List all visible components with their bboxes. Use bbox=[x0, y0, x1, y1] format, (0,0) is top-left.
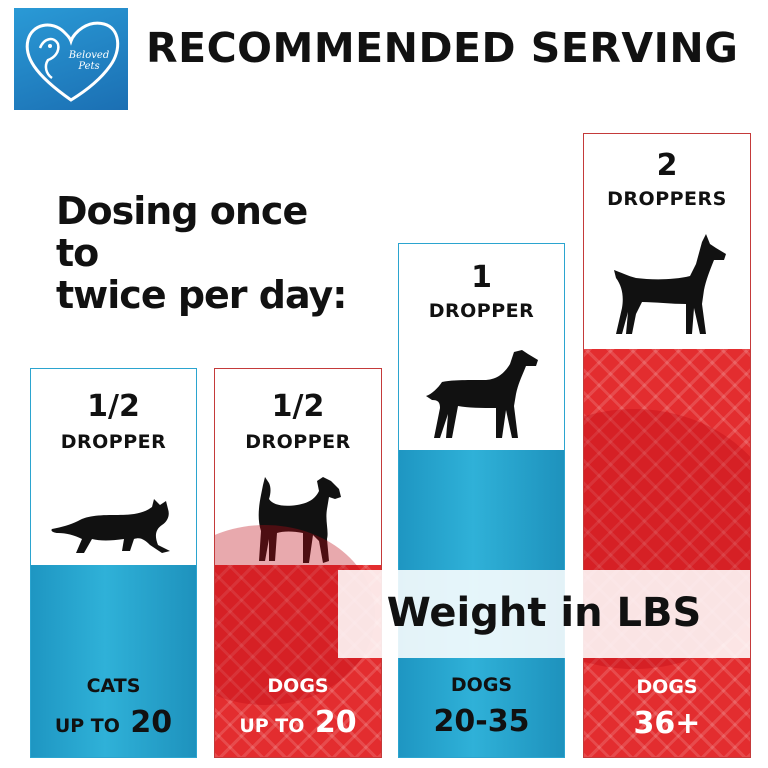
range-prefix: UP TO bbox=[54, 715, 120, 737]
weight-banner-text: Weight in LBS bbox=[386, 590, 702, 636]
card-fill bbox=[584, 349, 750, 757]
dose-unit: DROPPER bbox=[245, 431, 351, 453]
range-value: 20 bbox=[314, 705, 357, 740]
range-value: 36+ bbox=[633, 706, 701, 741]
weight-range: UP TO 20 bbox=[215, 705, 381, 740]
dose-card-small-dogs: 1/2 DROPPER DOGS UP TO 20 bbox=[214, 368, 382, 758]
species-label: DOGS bbox=[267, 675, 329, 697]
dose-unit: DROPPER bbox=[428, 300, 535, 322]
page-title: RECOMMENDED SERVING bbox=[146, 24, 739, 72]
cat-icon bbox=[31, 489, 196, 563]
range-value: 20 bbox=[130, 705, 173, 740]
range-value: 20-35 bbox=[433, 704, 530, 739]
dose-unit: DROPPER bbox=[60, 431, 167, 453]
weight-range: UP TO 20 bbox=[31, 705, 196, 740]
brand-logo: Beloved Pets bbox=[14, 8, 128, 110]
dose-card-cats: 1/2 DROPPER CATS UP TO 20 bbox=[30, 368, 197, 758]
weight-range: 36+ bbox=[584, 706, 750, 741]
weight-range: 20-35 bbox=[399, 704, 564, 739]
dose-card-medium-dogs: 1 DROPPER DOGS 20-35 bbox=[398, 243, 565, 758]
dose-unit: DROPPERS bbox=[607, 188, 727, 210]
species-label: CATS bbox=[86, 675, 141, 697]
weight-banner bbox=[338, 570, 750, 658]
doberman-icon bbox=[584, 230, 750, 344]
dose-amount: 1 bbox=[471, 260, 492, 295]
dosing-instructions: Dosing once to twice per day: bbox=[56, 190, 356, 316]
heart-logo-icon bbox=[25, 21, 120, 102]
species-label: DOGS bbox=[450, 674, 513, 696]
dosing-line-2: twice per day: bbox=[56, 273, 347, 317]
dose-card-large-dogs: 2 DROPPERS DOGS 36+ bbox=[583, 133, 751, 758]
card-fill bbox=[31, 565, 196, 757]
dosing-line-1: Dosing once to bbox=[56, 189, 308, 275]
dose-amount: 1/2 bbox=[271, 389, 325, 424]
dose-amount: 1/2 bbox=[87, 389, 140, 424]
logo-text: Beloved Pets bbox=[68, 50, 110, 72]
terrier-icon bbox=[215, 469, 381, 573]
hound-icon bbox=[399, 344, 564, 448]
species-label: DOGS bbox=[636, 676, 698, 698]
dose-amount: 2 bbox=[656, 148, 678, 183]
range-prefix: UP TO bbox=[239, 715, 305, 737]
